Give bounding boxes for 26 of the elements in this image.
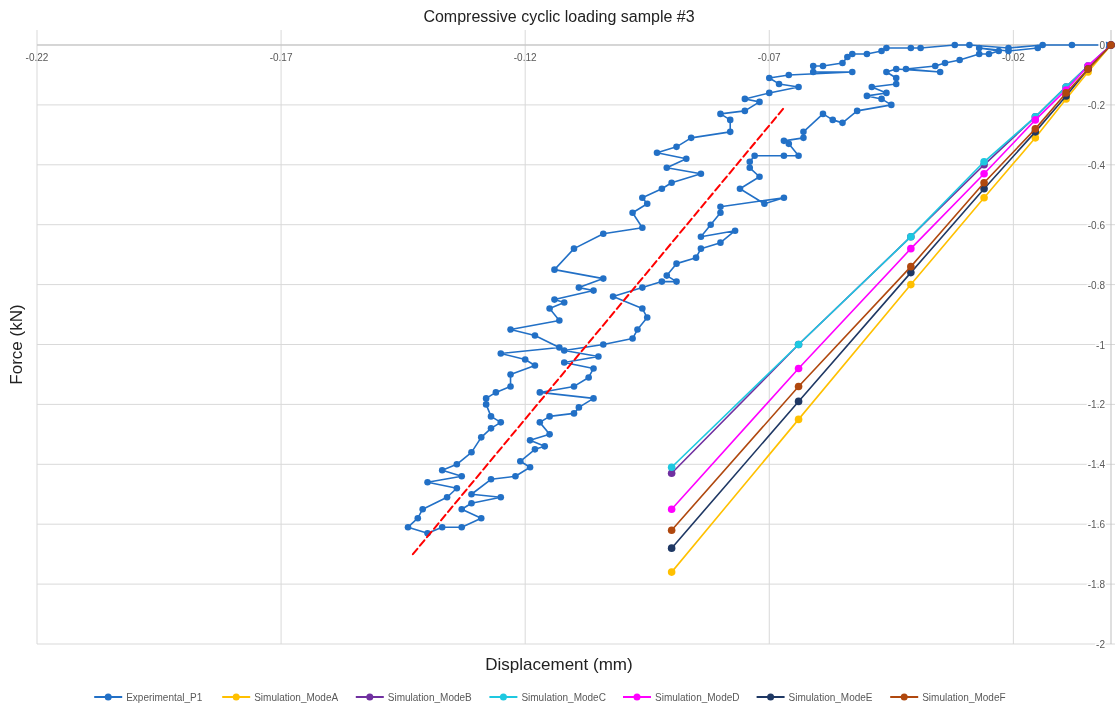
- x-tick-label: -0.17: [269, 52, 293, 63]
- x-tick-label: -0.07: [757, 52, 782, 63]
- y-tick-label: -1.4: [1087, 459, 1106, 471]
- y-axis-title: Force (kN): [7, 304, 26, 385]
- legend-label: Simulation_ModeB: [387, 692, 473, 703]
- y-tick-label: -2: [1096, 639, 1106, 650]
- legend-label: Simulation_ModeA: [254, 692, 339, 703]
- legend-label: Experimental_P1: [126, 692, 203, 703]
- y-tick-label: -0.8: [1087, 279, 1106, 291]
- legend-label: Simulation_ModeE: [788, 692, 873, 703]
- legend-label: Simulation_ModeD: [655, 692, 740, 703]
- y-tick-label: -1.2: [1087, 399, 1106, 411]
- legend-label: Simulation_ModeC: [521, 692, 606, 703]
- y-tick-label: -0.2: [1087, 99, 1106, 111]
- legend-label: Simulation_ModeF: [922, 692, 1006, 703]
- y-tick-label: -0.6: [1087, 219, 1106, 231]
- chart-title: Compressive cyclic loading sample #3: [423, 8, 695, 25]
- y-tick-label: -1.6: [1087, 519, 1106, 531]
- y-tick-label: -1.8: [1087, 579, 1106, 591]
- y-tick-label: -0.4: [1087, 159, 1106, 171]
- y-tick-label: 0: [1099, 40, 1106, 51]
- x-axis-title: Displacement (mm): [485, 655, 633, 674]
- x-tick-label: -0.22: [25, 52, 49, 63]
- x-tick-label: -0.02: [1001, 52, 1026, 63]
- y-tick-label: -1: [1096, 339, 1106, 351]
- x-tick-label: -0.12: [513, 52, 538, 63]
